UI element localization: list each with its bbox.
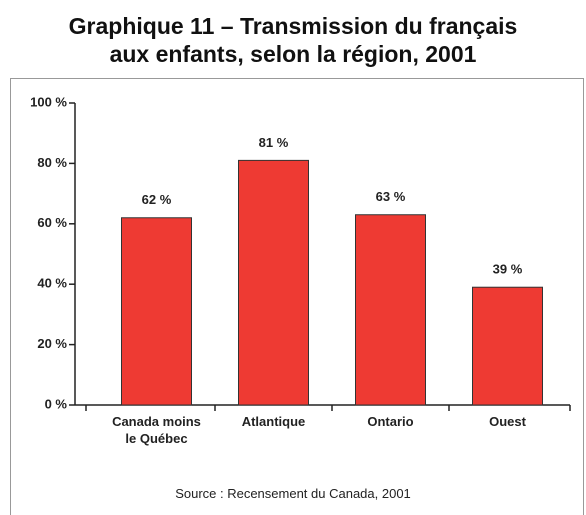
y-tick-label: 80 % bbox=[37, 155, 67, 170]
y-tick-label: 0 % bbox=[45, 396, 68, 411]
y-tick-label: 20 % bbox=[37, 336, 67, 351]
chart-title: Graphique 11 – Transmission du français … bbox=[68, 13, 518, 67]
x-tick-label: Canada moins le Québec bbox=[112, 414, 201, 446]
value-label: 63 % bbox=[376, 189, 406, 204]
frame bbox=[10, 78, 584, 515]
value-label: 81 % bbox=[259, 135, 289, 150]
y-tick-label: 40 % bbox=[37, 276, 67, 291]
source: Source : Recensement du Canada, 2001 bbox=[175, 486, 411, 501]
bar bbox=[355, 214, 426, 406]
x-tick-label: Ouest bbox=[489, 414, 526, 429]
bar bbox=[121, 217, 192, 406]
value-label: 39 % bbox=[493, 262, 523, 277]
y-tick-label: 100 % bbox=[30, 94, 67, 109]
value-label: 62 % bbox=[142, 192, 172, 207]
bar bbox=[238, 159, 309, 406]
x-tick-label: Atlantique bbox=[241, 414, 306, 429]
y-tick-label: 60 % bbox=[37, 215, 67, 230]
bar bbox=[472, 286, 543, 406]
x-tick-label: Ontario bbox=[367, 414, 414, 429]
